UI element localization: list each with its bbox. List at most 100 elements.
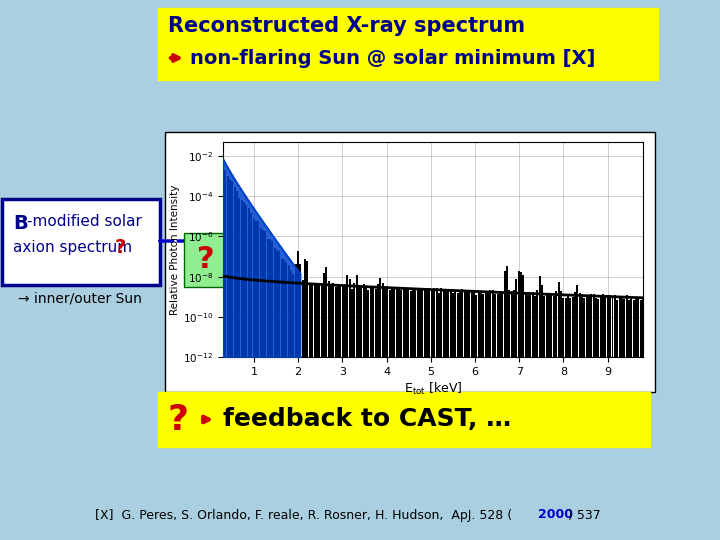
Bar: [449, 289, 451, 540]
Text: ?: ?: [168, 402, 189, 436]
Bar: [590, 294, 593, 540]
Bar: [271, 241, 274, 540]
Bar: [262, 230, 264, 540]
Bar: [487, 292, 489, 540]
Bar: [276, 249, 278, 540]
Bar: [557, 282, 559, 540]
Y-axis label: Relative Photon Intensity: Relative Photon Intensity: [171, 184, 181, 315]
Bar: [516, 279, 517, 540]
Bar: [527, 295, 529, 540]
Bar: [323, 273, 325, 540]
Bar: [536, 289, 539, 540]
Bar: [583, 298, 585, 540]
Bar: [585, 296, 588, 540]
FancyBboxPatch shape: [158, 8, 658, 80]
Bar: [304, 259, 306, 540]
Bar: [408, 290, 410, 540]
Bar: [475, 294, 477, 540]
Bar: [337, 284, 339, 540]
Text: [X]  G. Peres, S. Orlando, F. reale, R. Rosner, H. Hudson,  ApJ. 528 (: [X] G. Peres, S. Orlando, F. reale, R. R…: [95, 509, 512, 522]
Bar: [227, 176, 229, 540]
Bar: [574, 292, 576, 540]
Bar: [506, 266, 508, 540]
Bar: [283, 260, 285, 540]
Bar: [581, 296, 583, 540]
Bar: [236, 191, 238, 540]
Bar: [534, 295, 536, 540]
Bar: [551, 294, 552, 540]
Bar: [269, 239, 271, 540]
FancyBboxPatch shape: [184, 233, 228, 287]
Bar: [548, 293, 550, 540]
Bar: [618, 298, 621, 540]
Bar: [605, 296, 606, 540]
Bar: [529, 292, 531, 540]
Bar: [257, 221, 259, 540]
Bar: [579, 293, 580, 540]
Text: non-flaring Sun @ solar minimum [X]: non-flaring Sun @ solar minimum [X]: [190, 49, 595, 68]
Bar: [382, 284, 384, 540]
Bar: [628, 300, 630, 540]
Bar: [330, 286, 332, 540]
Bar: [243, 202, 245, 540]
Bar: [438, 293, 440, 540]
Bar: [456, 293, 459, 540]
Bar: [374, 289, 377, 540]
Bar: [520, 272, 522, 540]
Bar: [363, 285, 365, 540]
Bar: [285, 262, 287, 540]
Bar: [361, 286, 362, 540]
Bar: [436, 288, 438, 540]
Bar: [342, 286, 343, 540]
Bar: [440, 288, 442, 540]
Bar: [379, 278, 381, 540]
Bar: [356, 275, 358, 540]
Bar: [546, 293, 548, 540]
X-axis label: E$_{\rm tot}$ [keV]: E$_{\rm tot}$ [keV]: [404, 381, 462, 397]
Text: ?: ?: [542, 201, 552, 219]
Bar: [165, 132, 655, 392]
Bar: [325, 267, 327, 540]
Bar: [410, 291, 412, 540]
Bar: [335, 287, 337, 540]
Bar: [513, 291, 515, 540]
Bar: [508, 290, 510, 540]
Bar: [616, 300, 618, 540]
Bar: [346, 275, 348, 540]
Bar: [302, 280, 304, 540]
Bar: [490, 291, 492, 540]
Bar: [462, 289, 464, 540]
Bar: [292, 274, 294, 540]
Bar: [560, 291, 562, 540]
Bar: [313, 285, 315, 540]
Bar: [588, 295, 590, 540]
Bar: [494, 294, 496, 540]
Bar: [555, 291, 557, 540]
Bar: [398, 288, 400, 540]
Bar: [344, 284, 346, 540]
Text: ?: ?: [197, 246, 215, 274]
Bar: [348, 279, 351, 540]
Bar: [367, 289, 369, 540]
Bar: [318, 285, 320, 540]
Bar: [510, 292, 513, 540]
Bar: [633, 300, 634, 540]
Bar: [593, 294, 595, 540]
Bar: [576, 285, 578, 540]
Bar: [240, 200, 243, 540]
Bar: [637, 298, 639, 540]
Bar: [600, 295, 602, 540]
Bar: [264, 231, 266, 540]
Text: 1.8 MK: 1.8 MK: [275, 300, 334, 315]
Bar: [564, 298, 567, 540]
Bar: [480, 292, 482, 540]
Bar: [316, 285, 318, 540]
Bar: [532, 292, 534, 540]
Bar: [433, 288, 435, 540]
Bar: [459, 292, 461, 540]
Bar: [570, 298, 571, 540]
Bar: [290, 269, 292, 540]
Bar: [281, 259, 283, 540]
Bar: [417, 288, 419, 540]
Bar: [482, 294, 485, 540]
